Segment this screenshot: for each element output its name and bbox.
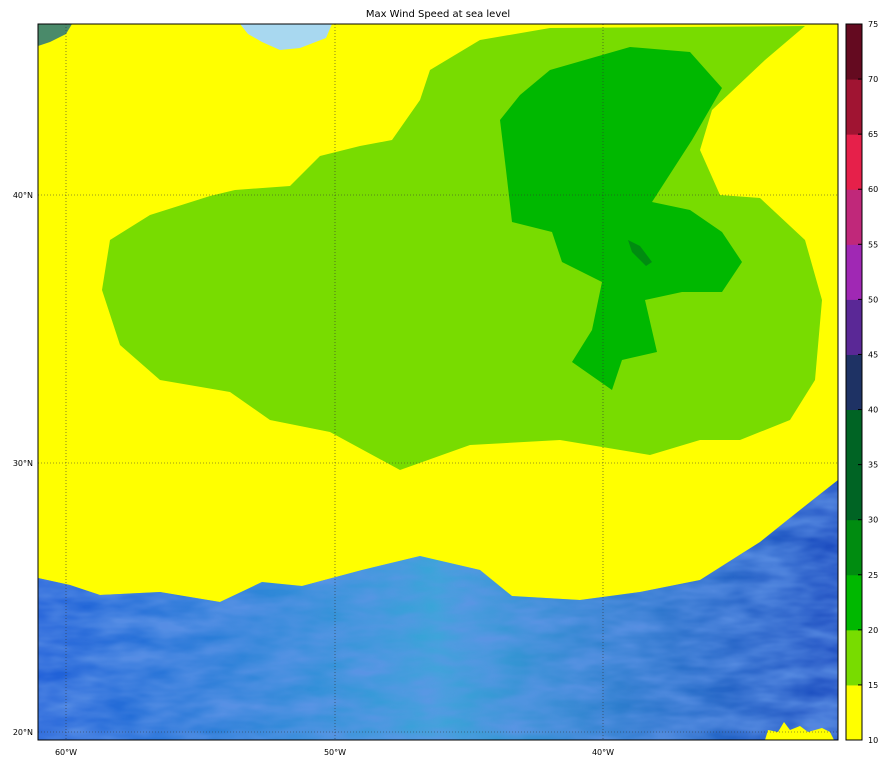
- colorbar-tick-label: 65: [868, 130, 878, 139]
- wind-25-30-patch: [628, 240, 652, 266]
- colorbar-swatch-35-40: [846, 409, 862, 466]
- colorbar-swatch-30-35: [846, 464, 862, 521]
- lon-label-50w: 50°W: [324, 748, 346, 757]
- colorbar-swatch-65-70: [846, 79, 862, 135]
- lon-label-60w: 60°W: [55, 748, 77, 757]
- colorbar-frame: [845, 23, 863, 741]
- lat-label-40n: 40°N: [13, 191, 33, 200]
- colorbar-swatch-50-55: [846, 244, 862, 300]
- colorbar-swatch-10-15: [846, 684, 862, 741]
- map-frame: [37, 23, 839, 741]
- colorbar-swatch-55-60: [846, 189, 862, 245]
- ocean-texture: [38, 480, 838, 740]
- colorbar-tick-label: 25: [868, 571, 878, 580]
- colorbar-swatch-40-45: [846, 354, 862, 411]
- map-area: [38, 24, 838, 740]
- colorbar-tick-label: 45: [868, 350, 878, 359]
- colorbar-tick-label: 10: [868, 736, 878, 745]
- colorbar-swatch-60-65: [846, 134, 862, 190]
- colorbar-tick-label: 40: [868, 406, 878, 415]
- light-water-patch: [240, 24, 332, 50]
- colorbar-tick-label: 55: [868, 240, 878, 249]
- graticule: [38, 24, 838, 740]
- colorbar-swatch-20-25: [846, 574, 862, 631]
- colorbar-tick-label: 20: [868, 626, 878, 635]
- colorbar-tick-label: 30: [868, 516, 878, 525]
- colorbar-tick-label: 75: [868, 20, 878, 29]
- coastal-land-patch: [38, 24, 72, 46]
- colorbar-tick-label: 70: [868, 75, 878, 84]
- colorbar-swatch-25-30: [846, 519, 862, 576]
- lon-label-40w: 40°W: [592, 748, 614, 757]
- colorbar-tick-label: 15: [868, 681, 878, 690]
- lat-label-30n: 30°N: [13, 459, 33, 468]
- wind-20-25-region: [500, 47, 742, 390]
- colorbar-tick-label: 50: [868, 295, 878, 304]
- colorbar-swatch-45-50: [846, 299, 862, 355]
- wind-10-15-patch-southeast: [765, 722, 834, 740]
- colorbar-tick-label: 35: [868, 461, 878, 470]
- colorbar-swatch-15-20: [846, 629, 862, 686]
- chart-title: Max Wind Speed at sea level: [366, 9, 510, 20]
- colorbar-swatch-70-75: [846, 24, 862, 80]
- lat-label-20n: 20°N: [13, 728, 33, 737]
- colorbar-tick-label: 60: [868, 185, 878, 194]
- colorbar: 10 15 20 25 30 35 40 45 50 55 60 65 70 75: [845, 20, 878, 745]
